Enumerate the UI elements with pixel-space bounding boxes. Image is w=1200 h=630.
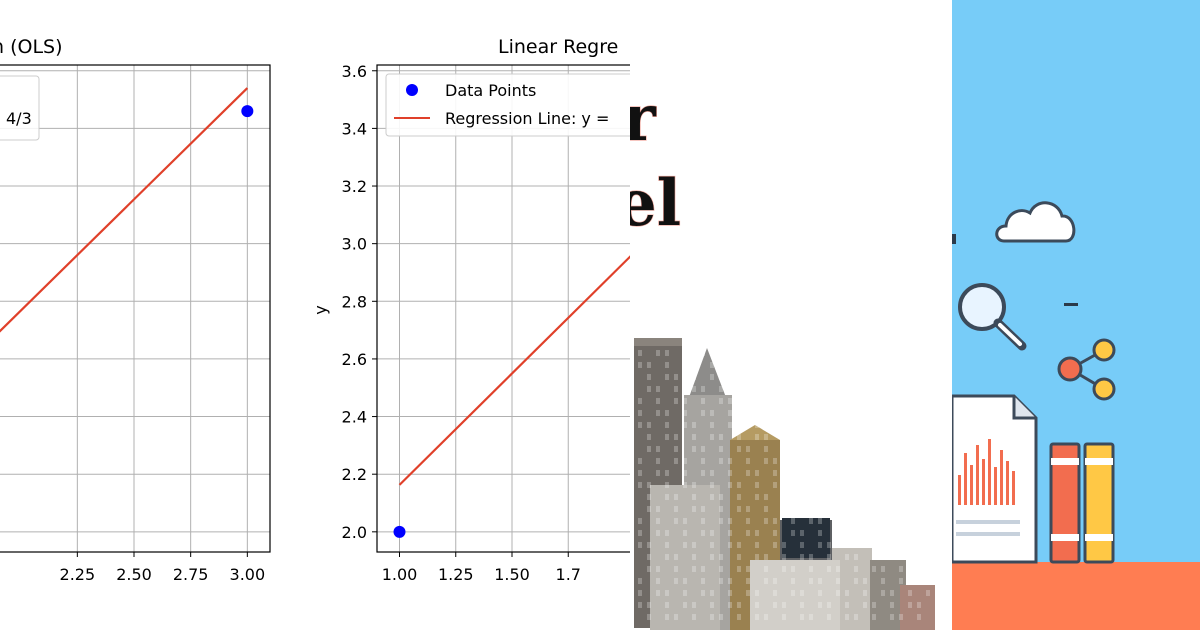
ols-series: [0, 87, 254, 333]
share-icon: [1057, 338, 1116, 401]
books-icon: [1049, 442, 1115, 564]
report-document-icon: [952, 394, 1038, 564]
lr-gridlines: [377, 65, 630, 552]
y-tick-label: 2.4: [342, 408, 367, 427]
ols-chart: n (OLS) 2.25 2.50 2.75 3.00 4/3: [0, 36, 271, 584]
regression-line: [0, 87, 249, 333]
x-tick-label: 1.00: [382, 565, 418, 584]
data-point: [393, 525, 406, 538]
lr-legend-label-line: Regression Line: y =: [445, 109, 609, 128]
y-tick-label: 2.8: [342, 292, 367, 311]
regression-line: [398, 255, 630, 486]
lr-legend: Data Points Regression Line: y =: [385, 73, 630, 137]
lr-y-axis-label: y: [311, 305, 330, 314]
x-tick-label: 1.25: [438, 565, 474, 584]
x-tick-label: 1.7: [556, 565, 581, 584]
ols-chart-panel: n (OLS) 2.25 2.50 2.75 3.00 4/3: [0, 0, 300, 630]
y-tick-label: 3.4: [342, 119, 367, 138]
y-tick-label: 2.0: [342, 523, 367, 542]
x-tick-label: 3.00: [230, 565, 266, 584]
lr-x-ticks: 1.00 1.25 1.50 1.7: [382, 552, 581, 584]
ols-chart-title: n (OLS): [0, 36, 63, 58]
cloud-icon: [995, 201, 1076, 243]
y-tick-label: 3.2: [342, 177, 367, 196]
lr-series: [393, 255, 630, 538]
data-point: [241, 105, 254, 118]
lr-chart-title: Linear Regre: [498, 36, 618, 58]
x-tick-label: 1.50: [494, 565, 530, 584]
title-skyline-graphic: r el: [630, 80, 935, 630]
ols-legend-text: 4/3: [6, 109, 32, 128]
ols-legend-box: [0, 75, 40, 141]
linear-regression-chart-panel: Linear Regre y 2.0 2.2 2.4 2.6 2.8 3.0 3.2 3.4 3…: [300, 0, 630, 630]
lr-legend-marker-points: [406, 84, 418, 96]
orange-ground: [952, 562, 1200, 630]
y-tick-label: 2.2: [342, 465, 367, 484]
lr-legend-label-points: Data Points: [445, 81, 536, 100]
y-tick-label: 2.6: [342, 350, 367, 369]
x-tick-label: 2.75: [173, 565, 209, 584]
data-illustration-panel: [952, 0, 1200, 630]
lr-y-ticks: 2.0 2.2 2.4 2.6 2.8 3.0 3.2 3.4 3.6: [342, 62, 377, 542]
overlay-word-top: r: [630, 81, 657, 156]
magnifier-icon: [958, 283, 1027, 351]
overlay-word-bottom: el: [630, 166, 681, 241]
y-tick-label: 3.0: [342, 235, 367, 254]
ols-gridlines: [0, 65, 270, 552]
lr-plot-frame: [376, 64, 630, 553]
lr-legend-box: [385, 73, 630, 137]
x-tick-label: 2.50: [116, 565, 152, 584]
y-tick-label: 3.6: [342, 62, 367, 81]
data-illustration: [952, 201, 1200, 630]
ols-x-ticks: 2.25 2.50 2.75 3.00: [60, 552, 266, 584]
city-skyline-image: [634, 338, 935, 630]
linear-regression-chart: Linear Regre y 2.0 2.2 2.4 2.6 2.8 3.0 3.2 3.4 3…: [311, 36, 630, 584]
title-skyline-panel: r el: [630, 0, 952, 630]
ols-plot-frame: [0, 64, 271, 553]
ols-legend: 4/3: [0, 75, 40, 141]
x-tick-label: 2.25: [60, 565, 96, 584]
